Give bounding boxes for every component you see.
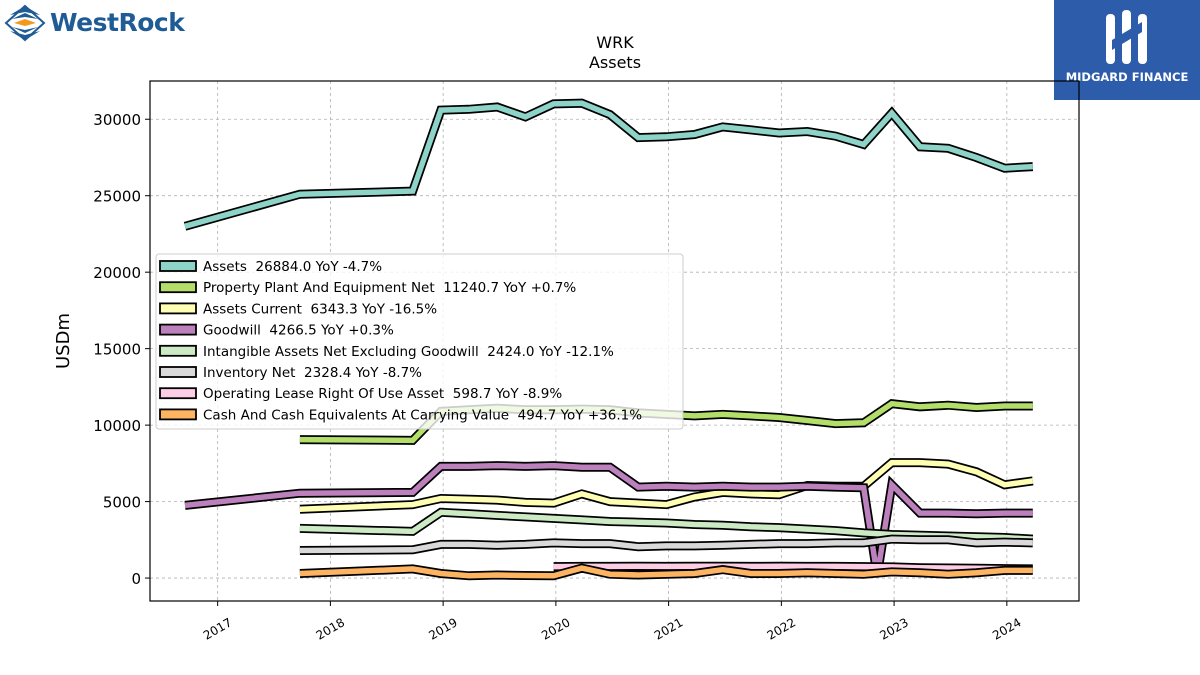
legend-label: Property Plant And Equipment Net 11240.7… [203,280,576,296]
legend-entry: Intangible Assets Net Excluding Goodwill… [159,344,614,360]
westrock-logo-text: WestRock [50,8,185,37]
legend-label: Assets 26884.0 YoY -4.7% [203,259,382,275]
series-assets [183,98,1034,231]
y-tick-label: 25000 [93,188,141,206]
series-line [184,100,1033,229]
y-tick-label: 20000 [93,264,141,282]
chart-subtitle: Assets [589,53,641,72]
y-axis-label: USDm [53,313,74,369]
plot-frame [149,80,1080,602]
series-line [184,462,1033,577]
y-tick-label: 5000 [103,494,141,512]
x-tick-label: 2024 [990,615,1023,642]
legend-label: Cash And Cash Equivalents At Carrying Va… [203,407,642,423]
x-tick-label: 2021 [652,615,685,642]
legend-label: Intangible Assets Net Excluding Goodwill… [203,344,614,360]
legend-swatch [159,387,197,400]
legend-swatch [159,260,197,272]
legend-swatch [159,302,197,315]
chart-title: WRK [596,33,634,52]
westrock-chevron-icon [4,4,46,42]
midgard-pillars-icon [1106,10,1147,64]
legend-swatch [159,408,197,421]
x-tick-label: 2020 [539,615,572,642]
legend-entry: Inventory Net 2328.4 YoY -8.7% [159,365,422,381]
series-operating-lease-right-of-use-asset [553,561,1033,574]
chart-series-layer [183,98,1034,581]
westrock-logo: WestRock [4,2,185,44]
legend-entry: Goodwill 4266.5 YoY +0.3% [159,323,394,339]
x-tick-label: 2022 [765,615,798,642]
x-tick-label: 2018 [314,615,347,642]
legend-entry: Property Plant And Equipment Net 11240.7… [159,280,576,296]
x-tick-label: 2017 [201,615,234,642]
series-line-outline [183,98,1034,231]
series-cash-and-cash-equivalents-at-carrying-value [299,563,1033,581]
legend-label: Assets Current 6343.3 YoY -16.5% [203,301,437,317]
legend-entry: Assets 26884.0 YoY -4.7% [159,259,382,275]
series-line [299,536,1033,554]
series-line [299,459,1034,512]
legend-label: Operating Lease Right Of Use Asset 598.7… [203,386,562,402]
series-assets-current [299,458,1034,514]
legend-swatch [159,344,197,357]
legend-swatch [159,323,197,336]
y-tick-label: 15000 [93,341,141,359]
legend-label: Inventory Net 2328.4 YoY -8.7% [203,365,422,381]
y-tick-label: 10000 [93,417,141,435]
x-tick-label: 2023 [877,615,910,642]
x-tick-label: 2019 [426,615,459,642]
legend-swatch [159,281,197,294]
midgard-finance-logo-text: MIDGARD FINANCE [1065,70,1189,84]
midgard-finance-logo: MIDGARD FINANCE [1054,0,1200,100]
legend-swatch [159,366,197,378]
y-tick-label: 30000 [93,111,141,129]
y-tick-label: 0 [131,570,141,588]
series-line [299,565,1033,579]
legend-box [155,253,684,430]
series-inventory-net [299,534,1033,555]
legend-entry: Cash And Cash Equivalents At Carrying Va… [159,407,642,423]
series-line [553,563,1033,572]
legend-entry: Assets Current 6343.3 YoY -16.5% [159,301,437,317]
legend: Assets 26884.0 YoY -4.7% Property Plant A… [155,253,684,430]
series-goodwill [184,461,1033,577]
legend-entry: Operating Lease Right Of Use Asset 598.7… [159,386,562,402]
legend-label: Goodwill 4266.5 YoY +0.3% [203,323,394,339]
